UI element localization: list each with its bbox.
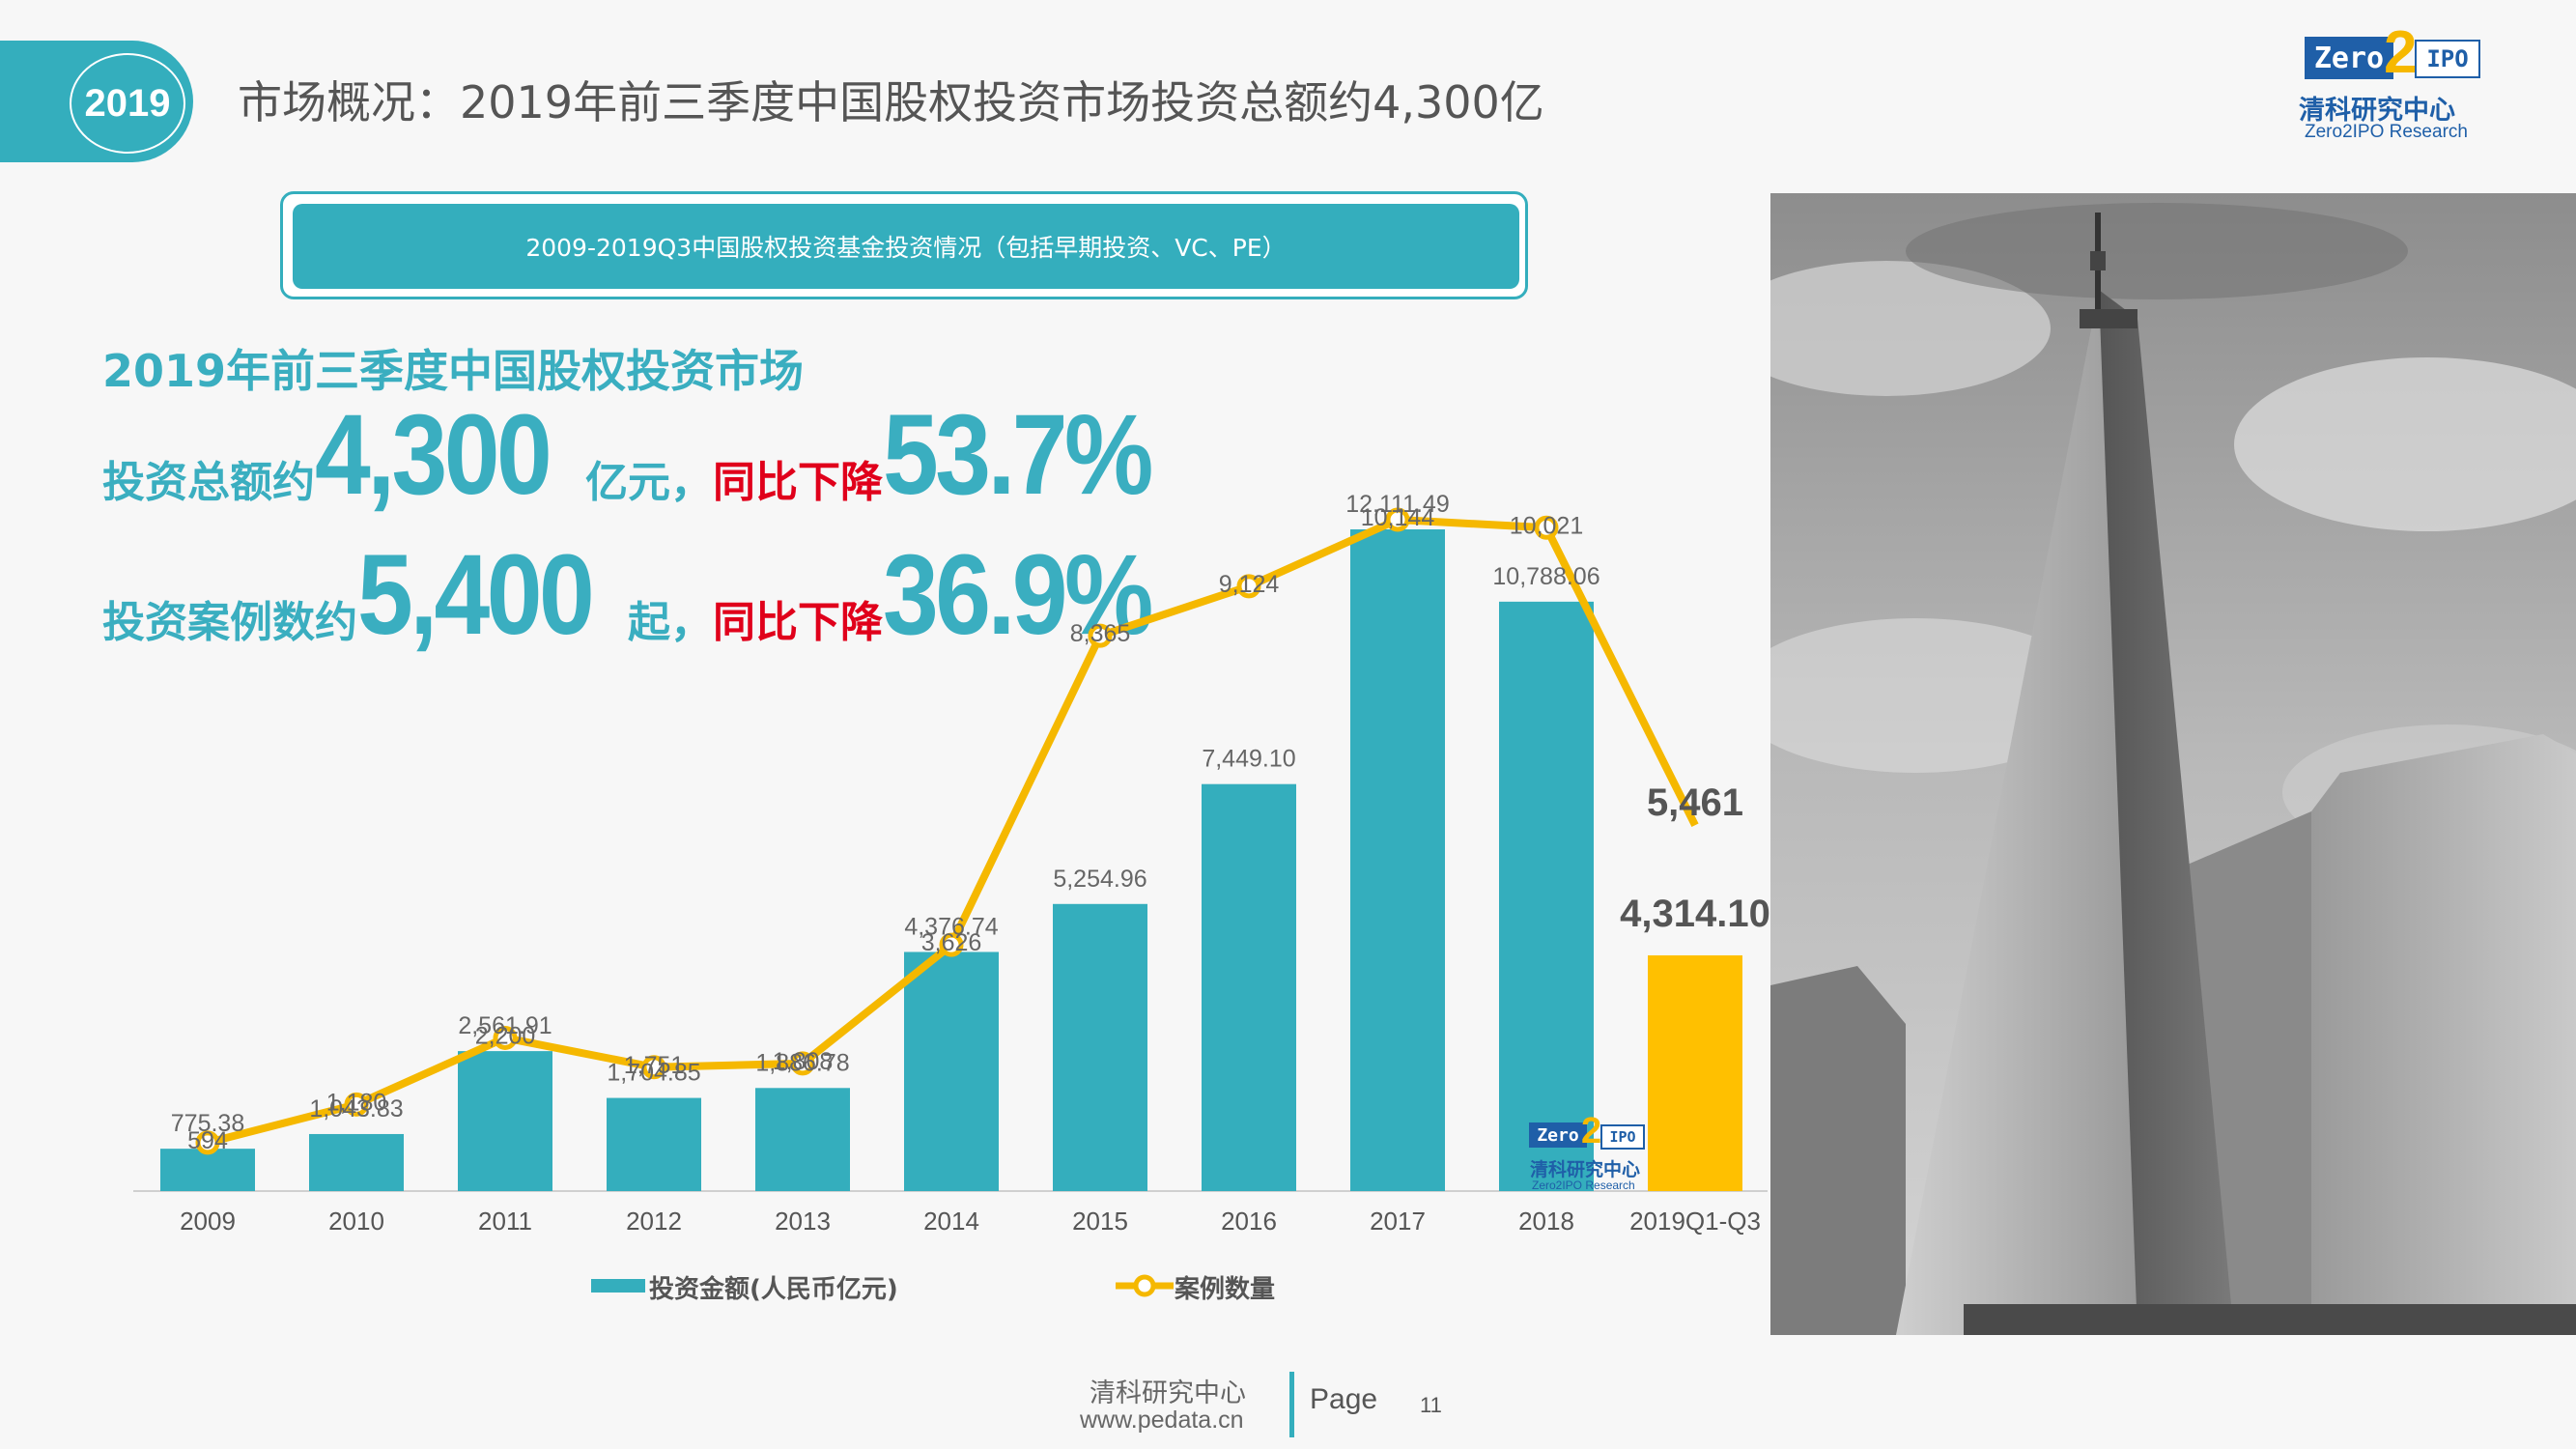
x-tick-label: 2017 xyxy=(1370,1207,1426,1236)
kpi2-prefix: 投资案例数约 xyxy=(102,598,357,647)
x-tick-label: 2014 xyxy=(923,1207,979,1236)
kpi2-unit: 起， xyxy=(628,598,713,647)
bar-value-label: 4,314.10 xyxy=(1620,893,1770,935)
bar-value-label: 1,886.78 xyxy=(755,1049,849,1076)
bar-value-label: 2,561.91 xyxy=(458,1012,552,1039)
case-count-label: 5,461 xyxy=(1647,781,1743,824)
x-tick-label: 2012 xyxy=(626,1207,682,1236)
footer-page-number: 11 xyxy=(1420,1393,1442,1417)
footer-org: 清科研究中心 xyxy=(1090,1378,1246,1408)
logo-zero-text: Zero xyxy=(2305,37,2393,79)
kpi1-value: 4,300 xyxy=(315,391,552,519)
x-tick-label: 2013 xyxy=(775,1207,831,1236)
case-count-label: 1,808 xyxy=(773,1048,834,1075)
case-count-label: 2,200 xyxy=(475,1022,536,1049)
logo-ipo-text: IPO xyxy=(2415,40,2480,78)
x-tick-label: 2010 xyxy=(328,1207,384,1236)
footer-page-label: Page xyxy=(1310,1383,1378,1415)
logo-two-text: 2 xyxy=(2384,19,2418,86)
kpi1-prefix: 投资总额约 xyxy=(102,458,315,507)
bar-2009 xyxy=(160,1149,255,1191)
case-count-marker xyxy=(1385,507,1410,532)
case-count-marker xyxy=(1236,574,1261,599)
bar-value-label: 12,111.49 xyxy=(1345,491,1450,518)
x-tick-label: 2011 xyxy=(478,1207,532,1236)
kpi1-change-label: 同比下降 xyxy=(713,458,883,507)
watermark-two-text: 2 xyxy=(1581,1111,1602,1151)
kpi-investment-total: 投资总额约 4,300 亿元， 同比下降 53.7% xyxy=(102,398,1187,512)
bar-value-label: 4,376.74 xyxy=(904,913,998,940)
case-count-marker xyxy=(1088,623,1113,648)
case-count-label: 10,021 xyxy=(1510,512,1583,539)
bar-2012 xyxy=(607,1097,701,1191)
case-count-label: 9,124 xyxy=(1219,571,1280,598)
watermark-cn-name: 清科研究中心 xyxy=(1530,1159,1641,1180)
watermark-logo: Zero 2 IPO xyxy=(1529,1113,1645,1153)
bar-value-label: 5,254.96 xyxy=(1053,866,1146,893)
bar-2019Q1-Q3 xyxy=(1648,955,1742,1191)
footer-url-link[interactable]: www.pedata.cn xyxy=(1080,1406,1244,1434)
legend-bar-label: 投资金额(人民币亿元) xyxy=(649,1274,898,1304)
bar-2017 xyxy=(1350,529,1445,1191)
kpi2-change-label: 同比下降 xyxy=(713,598,883,647)
bar-value-label: 775.38 xyxy=(171,1110,244,1137)
watermark-zero-text: Zero xyxy=(1529,1122,1587,1148)
logo-cn-name: 清科研究中心 xyxy=(2299,96,2455,126)
x-tick-label: 2018 xyxy=(1518,1207,1574,1236)
bar-2013 xyxy=(755,1088,850,1191)
logo-en-name: Zero2IPO Research xyxy=(2305,122,2468,142)
case-count-label: 8,365 xyxy=(1070,620,1131,647)
case-count-label: 1,751 xyxy=(624,1052,685,1079)
case-count-marker xyxy=(344,1092,369,1117)
case-count-marker xyxy=(493,1025,518,1050)
legend-line-label: 案例数量 xyxy=(1174,1274,1275,1304)
case-count-label: 10,144 xyxy=(1361,504,1435,531)
case-count-marker xyxy=(790,1051,815,1076)
bar-value-label: 1,043.83 xyxy=(309,1095,403,1122)
zero2ipo-logo: Zero 2 IPO xyxy=(2305,23,2480,83)
watermark-en-name: Zero2IPO Research xyxy=(1532,1179,1635,1192)
bar-2015 xyxy=(1053,903,1147,1191)
year-badge: 2019 xyxy=(70,53,185,154)
case-count-marker xyxy=(641,1055,666,1080)
x-tick-label: 2019Q1-Q3 xyxy=(1629,1207,1761,1236)
kpi1-unit: 亿元， xyxy=(585,458,713,507)
case-count-marker xyxy=(1534,515,1559,540)
x-tick-label: 2015 xyxy=(1072,1207,1128,1236)
skyscraper-photo xyxy=(1770,193,2576,1335)
bar-2011 xyxy=(458,1051,552,1191)
legend-line-marker xyxy=(1133,1274,1156,1297)
bar-2014 xyxy=(904,952,999,1191)
kpi1-change-value: 53.7% xyxy=(883,391,1153,519)
bar-2018 xyxy=(1499,601,1594,1191)
kpi-heading: 2019年前三季度中国股权投资市场 xyxy=(102,345,805,397)
case-count-label: 594 xyxy=(187,1127,228,1154)
bar-value-label: 7,449.10 xyxy=(1202,746,1295,773)
bar-2010 xyxy=(309,1133,404,1191)
case-count-marker xyxy=(195,1130,220,1155)
case-count-label: 3,626 xyxy=(921,929,982,956)
x-tick-label: 2009 xyxy=(180,1207,236,1236)
case-count-label: 1,180 xyxy=(326,1089,387,1116)
bar-value-label: 10,788.06 xyxy=(1492,563,1599,590)
chart-banner-title: 2009-2019Q3中国股权投资基金投资情况（包括早期投资、VC、PE） xyxy=(293,204,1519,289)
footer-divider xyxy=(1289,1372,1294,1437)
case-count-marker xyxy=(939,932,964,957)
bar-2016 xyxy=(1202,783,1296,1191)
kpi2-value: 5,400 xyxy=(357,531,595,659)
watermark-ipo-text: IPO xyxy=(1600,1124,1645,1150)
x-tick-label: 2016 xyxy=(1221,1207,1277,1236)
legend-bar-swatch xyxy=(591,1279,645,1293)
page-title: 市场概况：2019年前三季度中国股权投资市场投资总额约4,300亿 xyxy=(238,76,1544,128)
bar-value-label: 1,704.85 xyxy=(607,1060,700,1087)
